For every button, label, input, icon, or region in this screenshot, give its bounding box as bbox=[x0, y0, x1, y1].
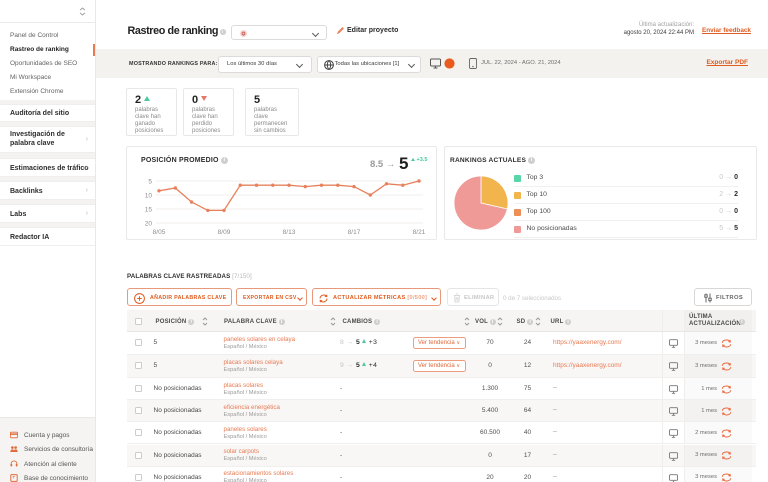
svg-text:5: 5 bbox=[148, 179, 152, 186]
svg-text:8/05: 8/05 bbox=[153, 229, 166, 236]
svg-text:8/21: 8/21 bbox=[413, 229, 426, 236]
svg-text:15: 15 bbox=[145, 207, 153, 214]
svg-text:8/13: 8/13 bbox=[283, 229, 296, 236]
svg-text:20: 20 bbox=[145, 221, 153, 228]
svg-text:8/17: 8/17 bbox=[348, 229, 361, 236]
svg-text:10: 10 bbox=[145, 193, 153, 200]
svg-text:8/09: 8/09 bbox=[218, 229, 231, 236]
